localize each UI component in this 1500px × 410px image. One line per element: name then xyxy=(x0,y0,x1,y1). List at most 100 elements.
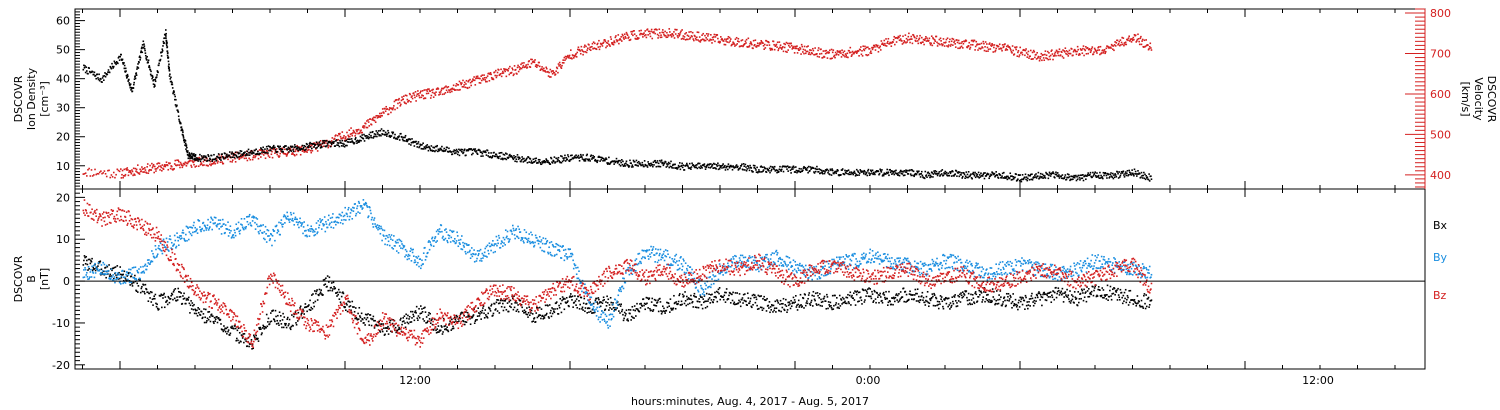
velocity-point xyxy=(709,38,712,41)
density-point xyxy=(429,148,431,150)
bx-point xyxy=(144,283,147,286)
density-point xyxy=(1001,172,1004,175)
density-point xyxy=(503,157,505,160)
density-point xyxy=(550,157,553,160)
density-point xyxy=(1107,173,1110,175)
density-point xyxy=(632,166,634,168)
velocity-point xyxy=(1044,50,1047,52)
density-point xyxy=(470,153,473,156)
density-point xyxy=(188,155,191,158)
velocity-point xyxy=(173,163,176,165)
bx-point xyxy=(101,272,103,274)
velocity-point xyxy=(631,30,634,33)
velocity-point xyxy=(932,38,935,40)
density-point xyxy=(274,146,276,149)
density-point xyxy=(317,145,320,148)
velocity-point xyxy=(458,89,460,91)
velocity-point xyxy=(899,38,902,40)
density-point xyxy=(805,168,808,170)
density-point xyxy=(790,172,792,174)
bx-point xyxy=(324,283,327,286)
velocity-point xyxy=(116,168,119,171)
velocity-point xyxy=(948,41,951,43)
velocity-point xyxy=(740,39,743,42)
bx-point xyxy=(421,311,424,313)
velocity-point xyxy=(412,92,415,94)
density-point xyxy=(394,133,396,136)
density-point xyxy=(797,170,800,172)
density-point xyxy=(574,156,577,159)
bx-point xyxy=(140,287,143,290)
bottom-panel-frame xyxy=(74,188,1426,370)
velocity-point xyxy=(581,50,584,52)
bx-point xyxy=(489,308,491,310)
density-point xyxy=(272,144,275,147)
bx-point xyxy=(112,277,115,280)
density-point xyxy=(801,170,804,173)
velocity-point xyxy=(734,38,737,41)
density-point xyxy=(193,153,195,155)
density-point xyxy=(882,173,884,176)
density-point xyxy=(686,164,689,166)
velocity-point xyxy=(446,86,448,89)
velocity-point xyxy=(381,114,383,117)
bx-point xyxy=(625,309,628,312)
density-point xyxy=(590,154,593,157)
density-point xyxy=(749,164,751,167)
velocity-point xyxy=(809,49,811,51)
velocity-point xyxy=(966,46,969,49)
bx-point xyxy=(279,315,282,317)
density-point xyxy=(1035,177,1038,179)
density-point xyxy=(283,146,286,148)
velocity-point xyxy=(733,43,736,45)
density-point xyxy=(281,151,283,153)
bx-point xyxy=(248,345,250,348)
density-point xyxy=(594,158,597,161)
density-point xyxy=(329,145,332,148)
velocity-point xyxy=(1145,39,1147,41)
density-point xyxy=(150,70,152,73)
velocity-point xyxy=(466,87,469,90)
bx-point xyxy=(471,316,474,319)
density-point xyxy=(169,78,172,80)
bx-point xyxy=(569,295,572,297)
velocity-point xyxy=(1099,45,1102,48)
density-point xyxy=(947,172,949,175)
density-point xyxy=(491,156,494,158)
bx-point xyxy=(114,266,117,268)
velocity-point xyxy=(479,82,482,84)
velocity-point xyxy=(610,38,613,40)
velocity-point xyxy=(1001,44,1004,46)
density-point xyxy=(928,172,931,175)
density-point xyxy=(1025,176,1028,178)
density-point xyxy=(690,168,692,170)
density-point xyxy=(820,169,823,172)
density-point xyxy=(353,142,356,144)
bx-point xyxy=(195,312,198,315)
density-point xyxy=(260,147,262,149)
density-point xyxy=(402,139,405,142)
density-point xyxy=(154,80,157,83)
density-point xyxy=(768,167,771,170)
velocity-point xyxy=(440,89,443,91)
velocity-point xyxy=(231,161,233,163)
bx-point xyxy=(366,316,369,319)
bx-point xyxy=(285,326,288,329)
bx-point xyxy=(275,323,278,325)
velocity-point xyxy=(936,45,939,47)
density-point xyxy=(168,75,171,77)
density-point xyxy=(745,166,747,168)
bx-point xyxy=(236,337,238,340)
density-point xyxy=(829,168,832,171)
bx-point xyxy=(161,306,163,309)
bx-point xyxy=(202,316,204,319)
velocity-point xyxy=(839,50,842,52)
bx-point xyxy=(209,316,211,318)
bx-point xyxy=(193,303,195,306)
density-point xyxy=(202,156,205,158)
velocity-point xyxy=(393,105,395,107)
density-point xyxy=(291,146,293,149)
velocity-point xyxy=(227,158,229,161)
velocity-point xyxy=(267,153,269,155)
velocity-point xyxy=(987,48,990,51)
